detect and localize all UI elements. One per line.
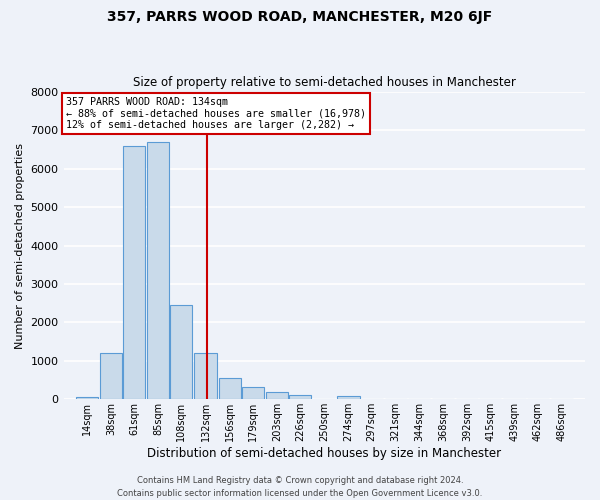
Bar: [147, 142, 169, 400]
Bar: [289, 395, 311, 400]
Bar: [100, 353, 122, 400]
Bar: [76, 398, 98, 400]
Bar: [266, 392, 288, 400]
Text: 357, PARRS WOOD ROAD, MANCHESTER, M20 6JF: 357, PARRS WOOD ROAD, MANCHESTER, M20 6J…: [107, 10, 493, 24]
Bar: [170, 305, 193, 400]
Bar: [337, 396, 359, 400]
Title: Size of property relative to semi-detached houses in Manchester: Size of property relative to semi-detach…: [133, 76, 516, 90]
Text: 357 PARRS WOOD ROAD: 134sqm
← 88% of semi-detached houses are smaller (16,978)
1: 357 PARRS WOOD ROAD: 134sqm ← 88% of sem…: [66, 96, 366, 130]
Bar: [123, 146, 145, 400]
Text: Contains HM Land Registry data © Crown copyright and database right 2024.
Contai: Contains HM Land Registry data © Crown c…: [118, 476, 482, 498]
Bar: [194, 353, 217, 400]
Y-axis label: Number of semi-detached properties: Number of semi-detached properties: [15, 142, 25, 348]
Bar: [242, 386, 264, 400]
X-axis label: Distribution of semi-detached houses by size in Manchester: Distribution of semi-detached houses by …: [147, 447, 502, 460]
Bar: [218, 378, 241, 400]
